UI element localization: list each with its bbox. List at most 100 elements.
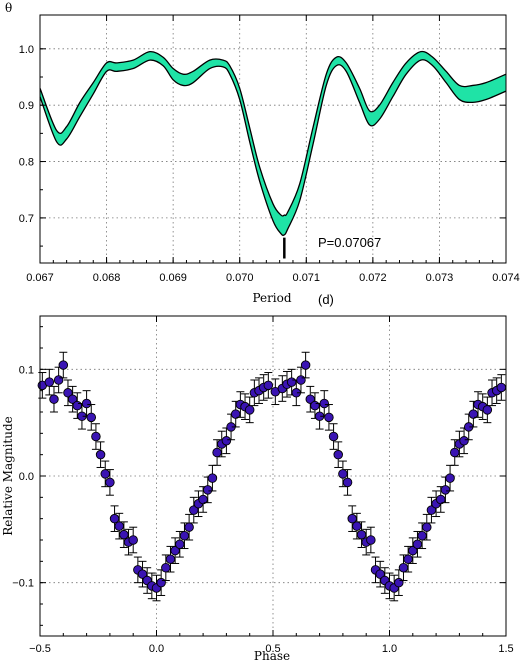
light-curve-point: [221, 427, 232, 455]
light-curve-point: [105, 469, 115, 496]
bottom-axis-ticks: −0.5 0.0 0.5 1.0 1.5 −0.1 0.0 0.1: [12, 316, 514, 655]
data-point: [342, 477, 353, 488]
data-point: [482, 405, 493, 415]
data-point: [128, 535, 138, 545]
top-axis-ticks: 0.067 0.068 0.069 0.070 0.071 0.072 0.073 0.074…: [19, 15, 520, 284]
data-point: [347, 513, 357, 524]
bottom-plot-frame: [39, 315, 507, 637]
data-point: [356, 529, 367, 540]
bottom-y-tick-label: −0.1: [12, 578, 34, 590]
theta-band: [39, 50, 507, 259]
data-point: [310, 400, 320, 411]
top-y-tick-label: 0.9: [19, 100, 34, 112]
data-point: [338, 469, 348, 479]
data-point: [105, 477, 115, 488]
light-curve-point: [459, 427, 469, 455]
top-x-tick-label: 0.072: [359, 272, 387, 284]
light-curve-point: [468, 400, 479, 428]
data-point: [207, 473, 218, 483]
light-curve-point: [270, 378, 281, 406]
light-curve-point: [496, 374, 507, 401]
light-curve-point: [81, 390, 92, 417]
bottom-x-tick-label: 1.0: [382, 643, 397, 655]
data-point: [496, 382, 507, 393]
top-x-tick-label: 0.069: [159, 272, 187, 284]
theta-periodogram: 0.067 0.068 0.069 0.070 0.071 0.072 0.073 0.074…: [5, 1, 520, 307]
data-point: [300, 360, 311, 370]
top-plot-frame: [39, 14, 507, 264]
data-point: [244, 405, 255, 415]
bottom-y-label: Relative Magnitude: [1, 416, 15, 536]
bottom-y-tick-label: 0.0: [19, 471, 34, 483]
data-point: [58, 360, 69, 370]
top-x-unit: (d): [318, 292, 334, 307]
data-point: [398, 562, 409, 573]
data-point: [394, 577, 404, 588]
top-y-tick-label: 1.0: [19, 44, 34, 56]
top-x-tick-label: 0.070: [226, 272, 254, 284]
phased-light-curve: −0.5 0.0 0.5 1.0 1.5 −0.1 0.0 0.1 Phase Relativ…: [1, 315, 514, 662]
data-point: [175, 539, 185, 550]
light-curve-point: [324, 404, 334, 431]
light-curve-point: [184, 513, 194, 541]
light-curve-point: [244, 396, 255, 424]
data-point: [403, 554, 413, 564]
top-x-tick-label: 0.067: [26, 272, 54, 284]
bottom-x-tick-label: 0.5: [265, 643, 280, 655]
light-curve-point: [482, 396, 493, 424]
data-point: [91, 431, 101, 442]
light-curve-point: [53, 366, 64, 394]
data-point: [86, 412, 97, 423]
data-point: [44, 377, 55, 387]
light-curve-point: [342, 469, 353, 496]
data-point: [449, 447, 460, 458]
light-curve-point: [203, 476, 213, 504]
data-point: [72, 400, 83, 411]
light-curve-point: [463, 413, 474, 441]
data-point: [296, 375, 306, 385]
data-point: [445, 473, 455, 483]
data-point: [324, 412, 334, 423]
light-curve-point: [361, 528, 371, 556]
data-point: [95, 449, 106, 460]
data-point: [179, 530, 190, 541]
light-curve-point: [128, 526, 138, 554]
light-curve-point: [426, 496, 437, 524]
data-point: [114, 521, 124, 531]
theta-lower-curve: [39, 59, 507, 237]
light-curve-point: [67, 385, 78, 413]
theta-band-fill: [40, 51, 506, 236]
top-x-tick-label: 0.071: [293, 272, 321, 284]
light-curve-point: [328, 423, 339, 450]
bottom-y-tick-label: 0.1: [19, 364, 34, 376]
data-point: [286, 377, 297, 387]
data-point: [221, 436, 232, 446]
data-point: [53, 375, 64, 385]
top-x-label: Period: [252, 291, 291, 305]
light-curve-point: [477, 393, 488, 420]
data-point: [49, 394, 59, 404]
light-curve-point: [156, 569, 166, 596]
top-grid: [40, 15, 506, 263]
light-curve-point: [300, 351, 311, 379]
top-y-tick-label: 0.8: [19, 157, 34, 169]
light-curve-point: [263, 372, 274, 399]
data-point: [184, 522, 194, 532]
data-point: [366, 535, 376, 545]
light-curve-point: [398, 554, 409, 582]
top-x-tick-label: 0.068: [93, 272, 121, 284]
theta-upper-curve: [39, 50, 507, 217]
data-point: [440, 485, 451, 495]
light-curve-point: [44, 368, 55, 396]
light-curve-point: [58, 351, 69, 379]
light-curve-point: [189, 496, 199, 524]
light-curve-point: [254, 377, 264, 404]
top-y-tick-label: 0.7: [19, 213, 34, 225]
data-point: [165, 554, 176, 564]
data-point: [417, 530, 427, 541]
light-curve-point: [63, 379, 73, 407]
bottom-x-tick-label: −0.5: [29, 643, 51, 655]
light-curve-point: [422, 513, 432, 541]
data-point: [109, 513, 120, 524]
